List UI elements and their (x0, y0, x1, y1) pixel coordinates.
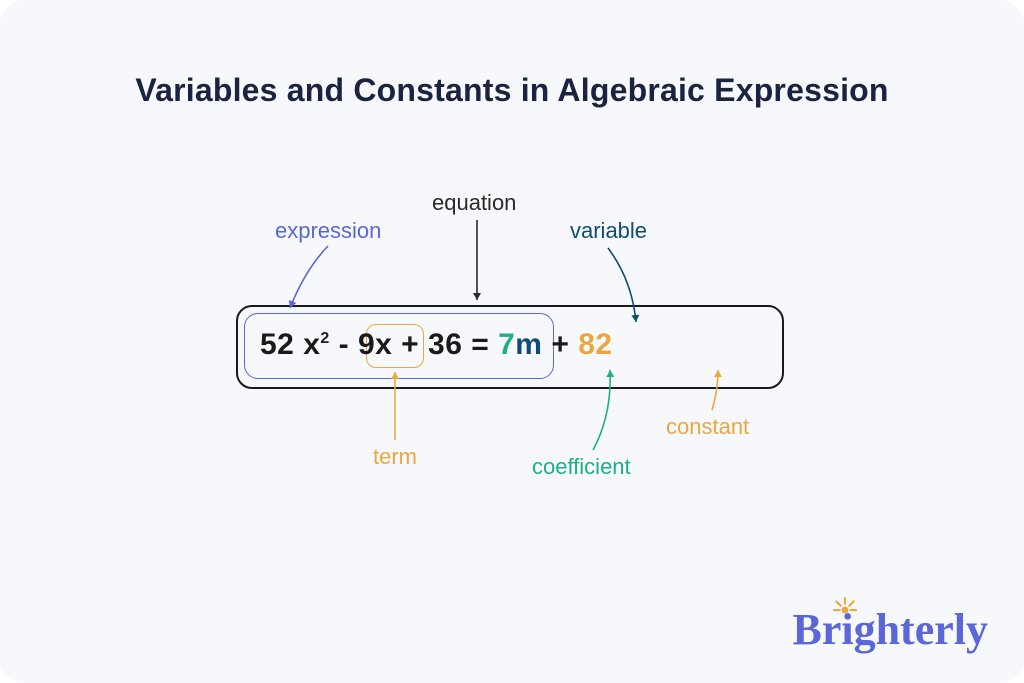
brand-text: Brighterly (792, 605, 988, 654)
label-variable: variable (570, 218, 647, 244)
label-expression: expression (275, 218, 381, 244)
eq-plus36: + 36 (392, 328, 462, 361)
page-title: Variables and Constants in Algebraic Exp… (0, 72, 1024, 109)
eq-constant-82: 82 (578, 328, 612, 361)
diagram-card: Variables and Constants in Algebraic Exp… (0, 0, 1024, 683)
label-term: term (373, 444, 417, 470)
label-constant: constant (666, 414, 749, 440)
eq-superscript: 2 (320, 330, 329, 347)
eq-equals: = (462, 328, 498, 361)
sun-icon (832, 596, 858, 622)
label-coefficient: coefficient (532, 454, 631, 480)
eq-variable-m: m (515, 328, 542, 361)
eq-minus: - (330, 328, 358, 361)
eq-part1: 52 x (260, 328, 320, 361)
equation-diagram: 52 x2 - 9x + 36 = 7m + 82 expression equ… (0, 190, 1024, 510)
eq-coefficient-7: 7 (498, 328, 515, 361)
eq-plus2: + (542, 328, 578, 361)
eq-term-9x: 9x (358, 328, 392, 361)
equation-text: 52 x2 - 9x + 36 = 7m + 82 (260, 328, 613, 362)
brand-logo: Brighterly (792, 604, 988, 655)
label-equation: equation (432, 190, 516, 216)
